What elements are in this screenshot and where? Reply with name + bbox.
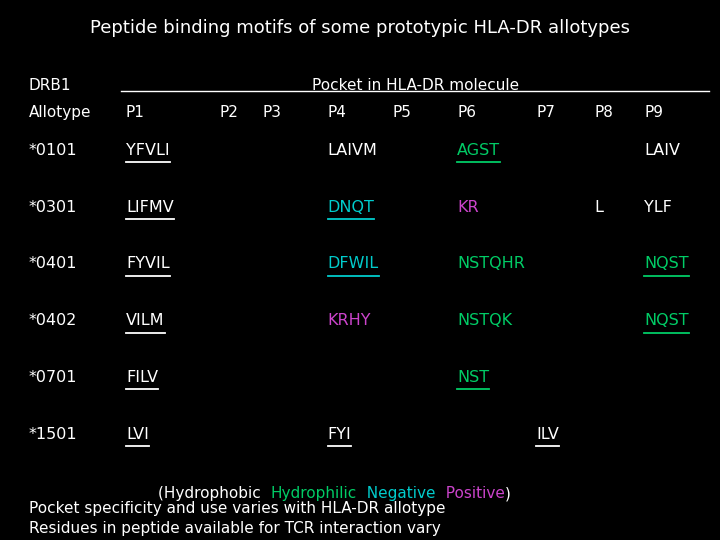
Text: Residues in peptide available for TCR interaction vary: Residues in peptide available for TCR in…	[29, 521, 441, 536]
Text: *0701: *0701	[29, 370, 77, 385]
Text: ILV: ILV	[536, 427, 559, 442]
Text: AGST: AGST	[457, 143, 500, 158]
Text: VILM: VILM	[126, 313, 164, 328]
Text: Positive: Positive	[436, 486, 505, 501]
Text: KRHY: KRHY	[328, 313, 371, 328]
Text: *0301: *0301	[29, 200, 77, 215]
Text: Peptide binding motifs of some prototypic HLA-DR allotypes: Peptide binding motifs of some prototypi…	[90, 19, 630, 37]
Text: DFWIL: DFWIL	[328, 256, 379, 272]
Text: ): )	[505, 486, 510, 501]
Text: P5: P5	[392, 105, 411, 120]
Text: Negative: Negative	[357, 486, 436, 501]
Text: P6: P6	[457, 105, 476, 120]
Text: NQST: NQST	[644, 313, 689, 328]
Text: LAIVM: LAIVM	[328, 143, 377, 158]
Text: DNQT: DNQT	[328, 200, 374, 215]
Text: *0101: *0101	[29, 143, 78, 158]
Text: NST: NST	[457, 370, 490, 385]
Text: KR: KR	[457, 200, 479, 215]
Text: *0402: *0402	[29, 313, 77, 328]
Text: P3: P3	[263, 105, 282, 120]
Text: LVI: LVI	[126, 427, 149, 442]
Text: (Hydrophobic: (Hydrophobic	[158, 486, 271, 501]
Text: *1501: *1501	[29, 427, 78, 442]
Text: DRB1: DRB1	[29, 78, 71, 93]
Text: LIFMV: LIFMV	[126, 200, 174, 215]
Text: Allotype: Allotype	[29, 105, 91, 120]
Text: NSTQK: NSTQK	[457, 313, 513, 328]
Text: P8: P8	[594, 105, 613, 120]
Text: Hydrophilic: Hydrophilic	[271, 486, 357, 501]
Text: P2: P2	[220, 105, 238, 120]
Text: Pocket in HLA-DR molecule: Pocket in HLA-DR molecule	[312, 78, 518, 93]
Text: YFVLI: YFVLI	[126, 143, 170, 158]
Text: NSTQHR: NSTQHR	[457, 256, 525, 272]
Text: FYVIL: FYVIL	[126, 256, 170, 272]
Text: FYI: FYI	[328, 427, 351, 442]
Text: P9: P9	[644, 105, 663, 120]
Text: P4: P4	[328, 105, 346, 120]
Text: P1: P1	[126, 105, 145, 120]
Text: P7: P7	[536, 105, 555, 120]
Text: *0401: *0401	[29, 256, 77, 272]
Text: Pocket specificity and use varies with HLA-DR allotype: Pocket specificity and use varies with H…	[29, 501, 445, 516]
Text: L: L	[594, 200, 603, 215]
Text: LAIV: LAIV	[644, 143, 680, 158]
Text: YLF: YLF	[644, 200, 672, 215]
Text: NQST: NQST	[644, 256, 689, 272]
Text: FILV: FILV	[126, 370, 158, 385]
